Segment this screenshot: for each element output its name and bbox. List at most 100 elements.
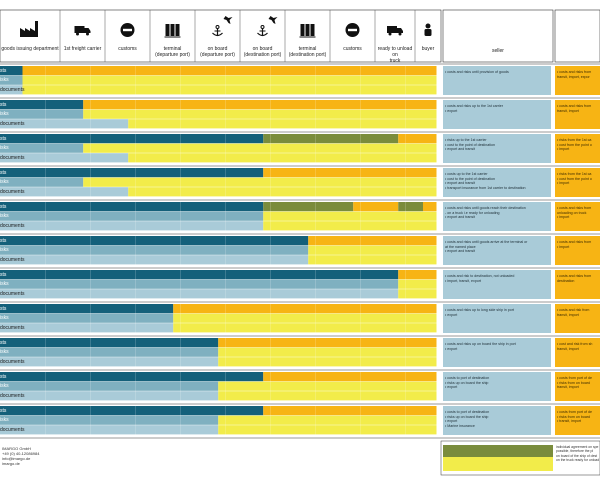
seller-line: - on a truck i.e ready for unloading: [445, 210, 500, 215]
bar-segment: [218, 391, 437, 401]
bar-segment: [308, 255, 437, 265]
column-header: on board (destination port): [243, 46, 282, 58]
row-label: isks: [0, 315, 9, 322]
seller-cell: [443, 406, 551, 435]
bar-segment: [0, 372, 264, 382]
seller-header-frame: [442, 9, 554, 63]
bar-segment: [0, 153, 129, 163]
row-label: sts: [0, 271, 7, 278]
column-header: 1st freight carrier: [63, 46, 102, 52]
seller-cell: [443, 66, 551, 95]
bar-segment: [0, 270, 399, 280]
buyer-obligations: • costs from port of de • risks from on b…: [557, 376, 599, 390]
legend-line: individual agreement on spe: [556, 445, 599, 449]
bar-segment: [218, 381, 437, 391]
buyer-line: • import: [557, 215, 570, 220]
row-label: documents: [0, 120, 25, 127]
bar-segment: [83, 100, 437, 110]
bar-segment: [0, 304, 174, 314]
seller-line: • export: [445, 346, 458, 351]
buyer-line: • import: [557, 181, 570, 186]
footer-line: info@imargo.de: [2, 456, 31, 461]
bar-segment: [83, 177, 437, 187]
buyer-line: • costs and risks from: [557, 206, 592, 210]
legend-line: possible, therefore the pl: [556, 449, 594, 454]
buyer-line: • import: [557, 147, 570, 152]
column-header: goods issuing department: [1, 46, 59, 52]
bar-segment: [0, 338, 219, 348]
row-label: isks: [0, 417, 9, 424]
bar-segment: [218, 347, 437, 357]
seller-line: • costs to port of destination: [445, 410, 490, 414]
seller-line: at the named place: [445, 244, 476, 249]
row-label: documents: [0, 324, 25, 331]
bar-segment: [0, 323, 174, 333]
seller-obligations: • costs and risk to destination, not unl…: [445, 274, 550, 283]
anchor-plane-icon: [212, 16, 233, 37]
buyer-line: • costs from port of de: [557, 376, 593, 380]
bar-segment: [263, 202, 354, 212]
buyer-line: • costs and risks from: [557, 104, 592, 108]
seller-line: • risks up on board the ship: [445, 414, 489, 419]
bar-segment: [0, 168, 264, 178]
bar-segment: [0, 221, 264, 231]
seller-line: • export: [445, 419, 458, 424]
seller-line: • costs up to the 1st carrier: [445, 172, 488, 176]
buyer-line: • cost and risk from sh: [557, 342, 593, 346]
bar-segment: [218, 357, 437, 367]
seller-line: • export: [445, 312, 458, 317]
bar-segment: [398, 134, 437, 144]
buyer-cell: [555, 372, 600, 401]
bar-segment: [0, 406, 264, 416]
bar-segment: [0, 75, 23, 85]
bar-segment: [0, 85, 23, 95]
bar-segment: [0, 313, 174, 323]
person-icon: [424, 23, 432, 36]
truck-icon: [74, 26, 91, 36]
seller-obligations: • costs up to the 1st carrier • cost to t…: [445, 172, 550, 190]
bar-segment: [0, 245, 309, 255]
buyer-cell: [555, 236, 600, 265]
bar-segment: [218, 415, 437, 425]
seller-line: • cost to the point of destination: [445, 176, 496, 181]
bar-segment: [128, 187, 437, 197]
bar-segment: [0, 202, 264, 212]
legend-line: on board of the ship of dest: [556, 453, 598, 458]
seller-cell: [443, 236, 551, 265]
factory-icon: [20, 21, 38, 37]
buyer-line: • cost from the point o: [557, 142, 592, 147]
seller-line: • costs and risks until goods arrive at …: [445, 240, 528, 244]
seller-obligations: • costs and risks until goods reach thei…: [445, 206, 550, 220]
bar-segment: [398, 270, 437, 280]
row-label: sts: [0, 67, 7, 74]
buyer-cell: [555, 134, 600, 163]
bar-segment: [0, 391, 219, 401]
truck-icon: [387, 26, 403, 36]
bar-segment: [173, 323, 437, 333]
row-label: documents: [0, 86, 25, 93]
bar-segment: [263, 406, 437, 416]
bar-segment: [218, 425, 437, 435]
buyer-line: • costs and risks from: [557, 70, 592, 74]
seller-obligations: • costs and risks up on board the ship i…: [445, 342, 550, 351]
buyer-line: • costs and risks from: [557, 274, 592, 278]
seller-line: • export and transit: [445, 215, 476, 220]
row-label: sts: [0, 373, 7, 380]
seller-line: • costs to port of destination: [445, 376, 490, 380]
seller-line: • Marine insurance: [445, 423, 475, 428]
buyer-obligations: • costs and risks from transit, import: [557, 104, 599, 113]
footer-line: +49 (0) 40-12086984: [2, 451, 40, 456]
seller-line: • risks up on board the ship: [445, 380, 489, 385]
bar-segment: [0, 425, 219, 435]
buyer-line: • cost from the point o: [557, 176, 592, 181]
bar-segment: [0, 211, 264, 221]
seller-line: • export and transit: [445, 147, 476, 152]
buyer-line: transit, import: [557, 108, 579, 113]
seller-cell: [443, 304, 551, 333]
bar-segment: [173, 304, 437, 314]
buyer-line: transit, import, expor: [557, 74, 590, 79]
bar-segment: [0, 143, 84, 153]
row-label: documents: [0, 222, 25, 229]
seller-obligations: • costs and risks up to long side ship i…: [445, 308, 550, 317]
column-header: on board (departure port): [200, 46, 235, 58]
